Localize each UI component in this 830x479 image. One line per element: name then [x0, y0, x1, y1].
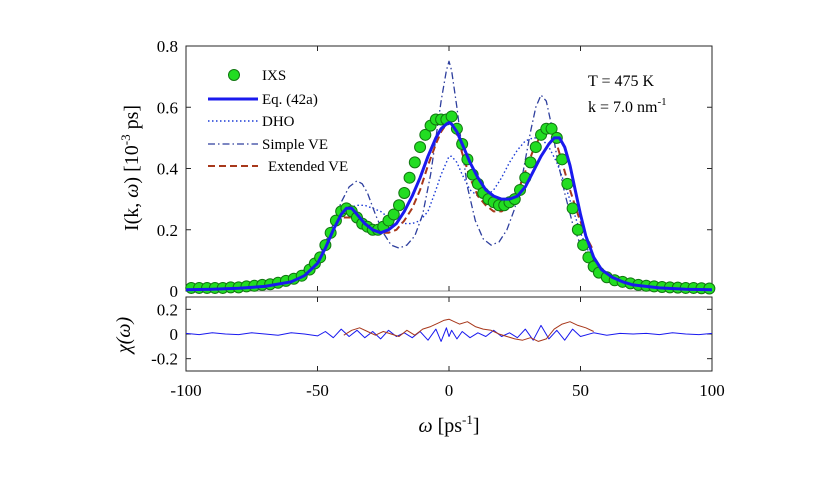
ixs-point	[403, 171, 416, 184]
residual-panel: -0.2 0 0.2 -100 -50 0 50 100	[151, 296, 725, 400]
main-ytick-label: 0.6	[157, 98, 178, 117]
ixs-point	[571, 223, 584, 236]
xtick-label: -50	[306, 381, 329, 400]
xlabel: ω [ps-1]	[418, 412, 479, 437]
legend-simple-ve-label: Simple VE	[262, 137, 328, 153]
main-ytick-label: 0.8	[157, 37, 178, 56]
xlabel-exp: -1	[462, 412, 473, 427]
wavevector-annotation: k = 7.0 nm-1	[588, 96, 667, 116]
main-ylabel-omega: ω	[121, 184, 143, 198]
residual-ytick-label: 0.2	[157, 300, 178, 319]
residual-ticks: -0.2 0 0.2 -100 -50 0 50 100	[151, 297, 725, 400]
ixs-point	[529, 141, 542, 154]
ixs-point	[398, 187, 411, 199]
ixs-scatter	[185, 110, 716, 295]
ixs-point	[414, 141, 427, 154]
wavevector-prefix: k = 7.0 nm	[588, 99, 658, 116]
main-ylabel-exp: -3	[118, 134, 133, 145]
main-ytick-label: 0.4	[157, 160, 179, 179]
extended-ve-line	[343, 121, 595, 252]
main-ytick-label: 0.2	[157, 221, 178, 240]
ixs-point	[419, 128, 432, 141]
xtick-label: 100	[699, 381, 725, 400]
xlabel-unit: [ps	[433, 415, 463, 437]
ixs-point	[561, 177, 574, 190]
ixs-point	[393, 199, 406, 212]
ixs-point	[445, 110, 458, 123]
main-ylabel-unit: ) [10	[121, 145, 143, 183]
residual-series	[185, 318, 713, 342]
ixs-point	[566, 202, 579, 215]
xtick-label: -100	[170, 381, 201, 400]
main-plot-frame	[185, 45, 713, 292]
ixs-point	[408, 156, 421, 169]
ixs-point	[387, 208, 400, 221]
legend-ixs-label: IXS	[262, 68, 286, 84]
residual-ytick-label: -0.2	[151, 350, 178, 369]
dho-line	[185, 137, 713, 291]
ixs-point	[514, 183, 527, 196]
temperature-annotation: T = 475 K	[588, 73, 655, 90]
residual-ylabel: χ(ω)	[113, 317, 135, 356]
legend-ixs-marker	[228, 69, 240, 81]
legend-eq42a-label: Eq. (42a)	[262, 92, 318, 108]
legend: IXS Eq. (42a) DHO Simple VE Extended VE	[208, 68, 348, 175]
ixs-point	[524, 156, 537, 169]
xtick-label: 50	[572, 381, 589, 400]
main-ylabel-base: I(k,	[121, 198, 143, 231]
xlabel-close: ]	[473, 415, 480, 437]
residual-ytick-label: 0	[170, 325, 179, 344]
main-ylabel-ps: ps]	[121, 105, 143, 134]
residual-eq42a-line	[185, 324, 713, 342]
wavevector-exp: -1	[657, 96, 666, 108]
main-ylabel: I(k, ω) [10-3 ps]	[118, 105, 143, 231]
legend-dho-label: DHO	[262, 114, 295, 130]
main-panel: 0 0.2 0.4 0.6 0.8	[157, 37, 716, 301]
residual-extended-line	[343, 318, 594, 342]
ixs-point	[545, 122, 558, 135]
main-ytick-label: 0	[170, 282, 179, 301]
legend-extended-ve-label: Extended VE	[268, 159, 348, 175]
xlabel-omega: ω	[418, 415, 432, 437]
eq42a-line	[185, 121, 713, 292]
xtick-label: 0	[445, 381, 454, 400]
